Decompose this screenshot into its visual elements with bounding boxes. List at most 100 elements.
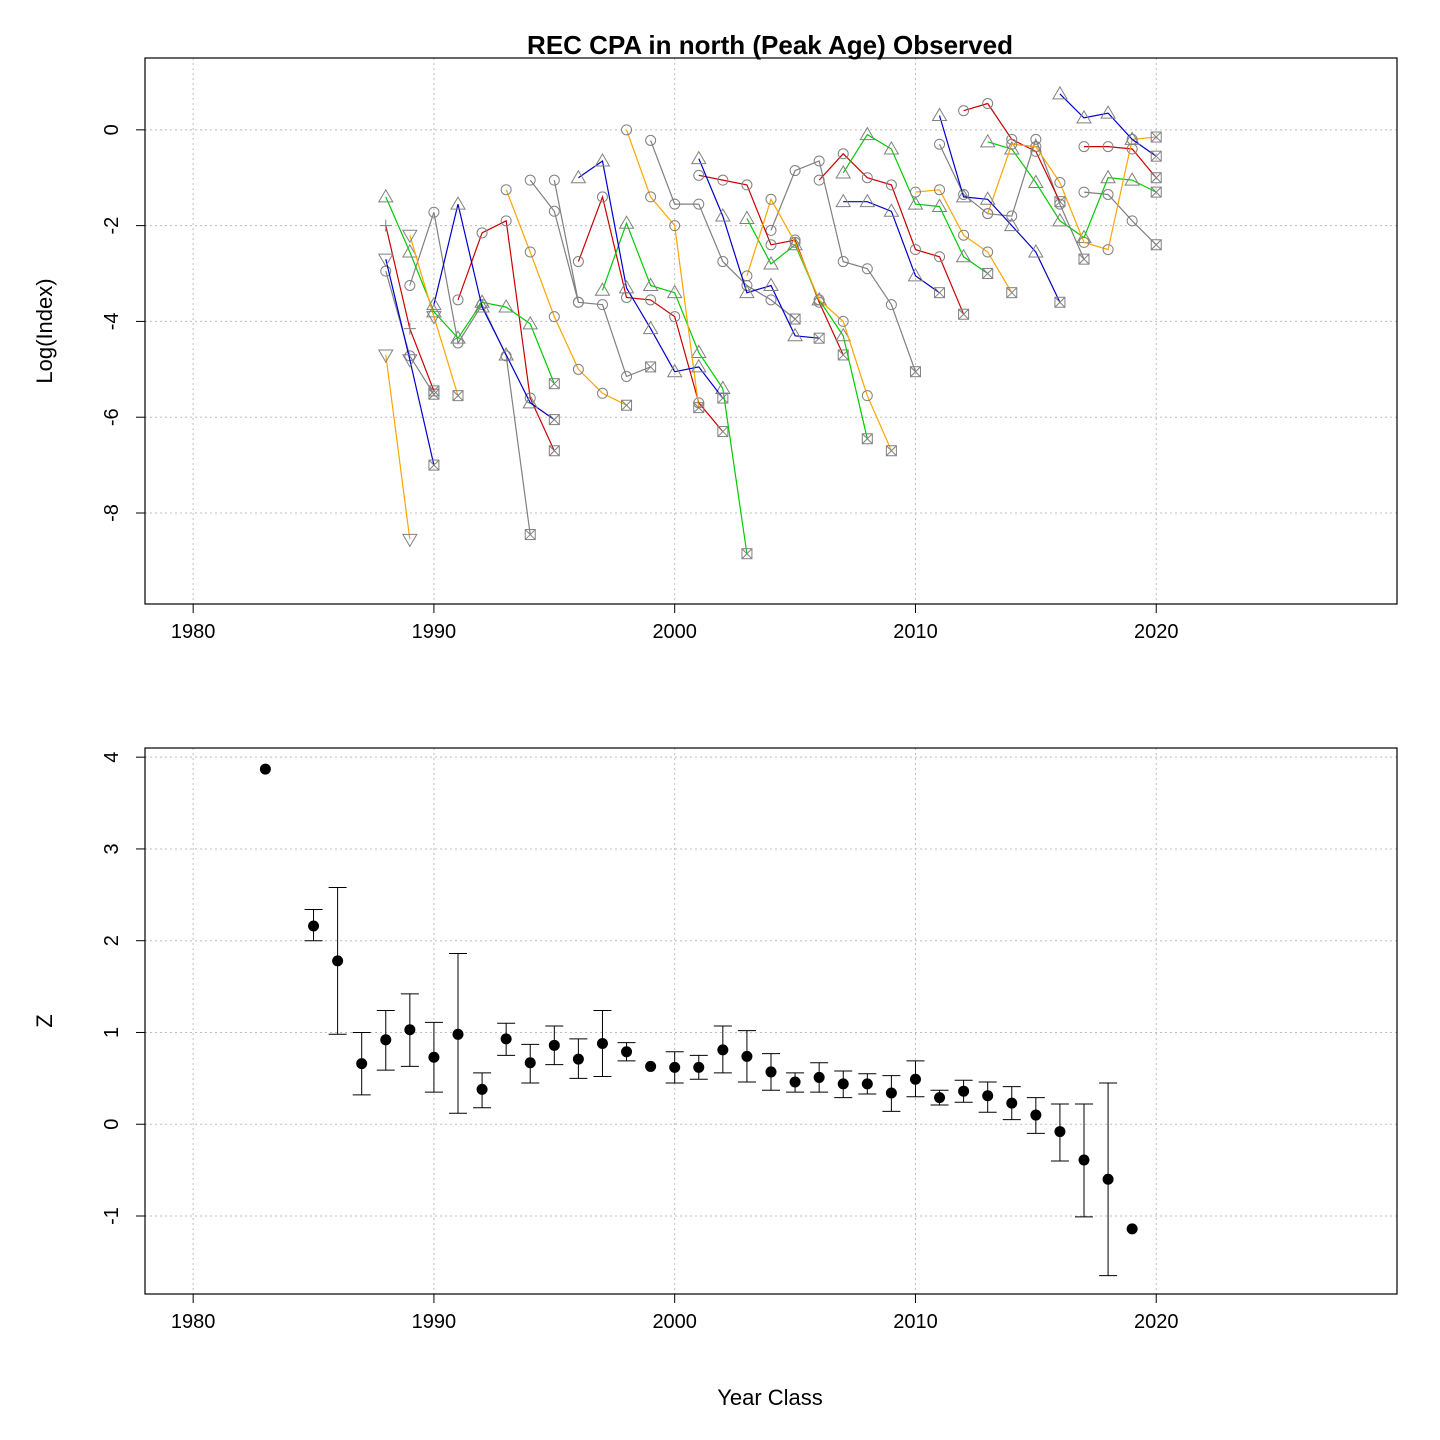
series-line — [1083, 191, 1157, 246]
circle-marker — [693, 198, 705, 210]
series-line — [818, 152, 965, 315]
square-x-marker — [1150, 186, 1162, 198]
triangle-marker — [763, 277, 779, 291]
triangle-down-marker — [377, 349, 394, 363]
top-grid — [145, 58, 1397, 604]
circle-marker — [789, 236, 801, 248]
square-x-marker — [741, 548, 753, 560]
triangle-marker — [931, 107, 948, 121]
triangle-marker — [787, 236, 803, 251]
circle-marker — [572, 296, 584, 308]
circle-marker — [813, 294, 825, 306]
z-point — [1030, 1109, 1042, 1121]
square-x-cross — [886, 445, 897, 457]
series-line — [987, 136, 1157, 251]
square-x-marker — [789, 313, 801, 325]
circle-marker — [1078, 141, 1090, 153]
square-x-marker — [428, 385, 440, 397]
circle-marker — [1102, 141, 1114, 153]
circle-marker — [837, 315, 849, 327]
circle-marker — [524, 174, 536, 186]
circle-marker — [669, 220, 681, 232]
bottom-y-tick-label: 1 — [101, 1027, 123, 1038]
circle-marker — [596, 191, 608, 203]
circle-marker — [1006, 210, 1018, 222]
square-x-cross — [621, 399, 632, 411]
bottom-y-axis: -1 0 1 2 3 4 — [101, 752, 145, 1225]
circle-marker — [621, 371, 633, 382]
circle-marker — [1006, 138, 1018, 150]
circle-marker — [645, 134, 657, 146]
top-y-axis: -8 -6 -4 -2 0 — [101, 124, 145, 522]
circle-marker — [982, 246, 994, 258]
bottom-x-axis: 1980 1990 2000 2010 2020 — [171, 1294, 1178, 1333]
series-line — [938, 115, 1061, 303]
circle-marker — [1030, 133, 1042, 145]
triangle-marker — [666, 363, 683, 378]
triangle-marker — [955, 188, 972, 203]
square-x-cross — [910, 366, 921, 378]
z-point — [476, 1083, 488, 1095]
top-x-tick-label: 2010 — [893, 621, 938, 643]
z-point — [861, 1078, 873, 1090]
triangle-marker — [618, 279, 635, 294]
plus-marker — [379, 219, 392, 232]
series-line — [433, 203, 555, 421]
bottom-x-tick-label: 1990 — [412, 1311, 457, 1333]
series-line — [385, 196, 555, 384]
triangle-marker — [1100, 169, 1116, 184]
square-x-cross — [1150, 150, 1162, 162]
square-x-cross — [1006, 287, 1018, 299]
circle-marker — [765, 239, 777, 251]
circle-marker — [717, 174, 729, 186]
square-x-cross — [1054, 196, 1066, 208]
square-x-cross — [813, 332, 825, 344]
square-x-cross — [1150, 172, 1162, 184]
triangle-marker — [1027, 243, 1044, 258]
series-line — [577, 194, 724, 432]
triangle-marker — [979, 191, 996, 205]
bottom-x-axis-label: Year Class — [717, 1385, 823, 1410]
bottom-y-tick-label: 4 — [101, 752, 123, 763]
triangle-marker — [498, 346, 515, 361]
square-x-marker — [1150, 131, 1162, 143]
triangle-marker — [979, 133, 996, 148]
z-point — [813, 1071, 825, 1083]
z-point — [693, 1061, 705, 1073]
series-line — [529, 179, 651, 378]
square-x-cross — [958, 308, 969, 320]
z-point — [1078, 1154, 1090, 1166]
z-point — [259, 763, 271, 775]
top-x-tick-label: 2000 — [652, 621, 697, 643]
circle-marker — [934, 251, 946, 263]
series-line — [625, 129, 700, 408]
circle-marker — [428, 206, 440, 218]
square-x-marker — [1006, 287, 1018, 299]
series-line — [553, 179, 579, 303]
triangle-marker — [1076, 109, 1092, 124]
circle-marker — [765, 224, 777, 236]
triangle-marker — [787, 327, 803, 342]
square-x-marker — [861, 433, 873, 445]
triangle-marker — [931, 198, 948, 212]
z-point — [452, 1028, 464, 1040]
square-x-marker — [548, 378, 560, 390]
z-point — [596, 1037, 608, 1049]
triangle-marker — [883, 141, 900, 155]
circle-marker — [837, 256, 849, 268]
circle-marker — [1054, 177, 1066, 189]
circle-marker — [1030, 141, 1042, 153]
triangle-marker — [474, 299, 490, 313]
triangle-marker — [835, 193, 852, 208]
square-x-marker — [524, 529, 536, 541]
z-point — [524, 1057, 536, 1069]
square-x-cross — [452, 390, 464, 402]
z-point — [548, 1039, 560, 1051]
series-line — [963, 102, 1061, 202]
triangle-marker — [1052, 212, 1068, 227]
triangle-marker — [377, 188, 394, 203]
series-line — [698, 174, 844, 356]
triangle-marker — [690, 358, 707, 373]
circle-marker — [813, 155, 825, 167]
series-line — [578, 159, 724, 399]
